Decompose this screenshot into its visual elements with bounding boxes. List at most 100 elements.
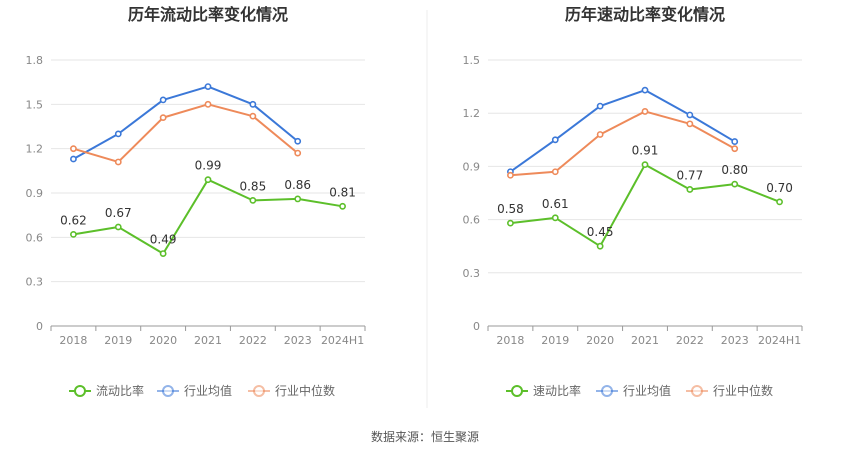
data-point <box>551 136 559 144</box>
data-point <box>249 100 257 108</box>
data-point <box>159 250 167 257</box>
data-point <box>159 114 167 122</box>
series-line-3 <box>510 110 736 177</box>
data-point <box>114 158 122 166</box>
data-point <box>596 242 604 250</box>
data-point <box>686 111 694 119</box>
y-tick-label: 1.2 <box>463 107 481 120</box>
legend-swatch-marker <box>601 385 613 397</box>
data-point <box>204 100 212 108</box>
data-point <box>294 149 302 157</box>
data-point <box>641 86 649 94</box>
source-note: 数据来源：恒生聚源 <box>371 429 479 444</box>
legend-item[interactable]: 行业中位数 <box>248 383 335 398</box>
y-tick-label: 0.9 <box>26 187 44 200</box>
data-point <box>641 108 649 115</box>
data-label: 0.91 <box>632 144 659 158</box>
data-point <box>204 176 212 184</box>
x-tick-label: 2021 <box>194 334 222 347</box>
legend-swatch-marker <box>162 385 174 397</box>
chart-title: 历年速动比率变化情况 <box>565 5 725 24</box>
legend-label: 行业均值 <box>623 383 671 398</box>
data-point <box>776 198 783 206</box>
data-label: 0.62 <box>60 213 87 227</box>
x-tick-label: 2022 <box>239 334 267 347</box>
data-point <box>551 168 559 176</box>
y-tick-label: 0.3 <box>463 267 481 280</box>
data-point <box>339 202 346 210</box>
data-label: 0.99 <box>195 159 222 173</box>
data-point <box>70 230 77 238</box>
data-point <box>204 83 212 90</box>
data-label: 0.85 <box>239 179 266 193</box>
data-label: 0.70 <box>766 181 793 195</box>
data-point <box>731 180 739 188</box>
legend-item[interactable]: 行业均值 <box>157 383 232 398</box>
series-line-2 <box>509 89 736 173</box>
data-point <box>294 137 302 145</box>
data-point <box>686 120 694 128</box>
data-point <box>249 196 257 204</box>
data-label: 0.86 <box>284 178 311 192</box>
data-point <box>159 96 167 104</box>
y-tick-label: 0.3 <box>26 276 44 289</box>
x-tick-label: 2023 <box>284 334 312 347</box>
x-tick-label: 2024H1 <box>321 334 364 347</box>
data-point <box>507 171 514 179</box>
data-label: 0.45 <box>587 225 614 239</box>
data-point <box>70 155 77 163</box>
data-point <box>596 131 604 138</box>
y-tick-label: 0.6 <box>463 214 481 227</box>
y-tick-label: 1.2 <box>26 143 44 156</box>
data-point <box>114 223 122 231</box>
y-tick-label: 1.5 <box>463 54 481 67</box>
x-tick-label: 2019 <box>541 334 569 347</box>
data-point <box>114 130 122 138</box>
legend-label: 流动比率 <box>96 383 144 398</box>
y-tick-label: 0.6 <box>26 231 44 244</box>
data-label: 0.81 <box>329 185 356 199</box>
data-label: 0.58 <box>497 202 524 216</box>
data-point <box>596 102 604 110</box>
legend-label: 行业中位数 <box>713 383 773 398</box>
data-label: 0.77 <box>676 168 703 182</box>
legend-item[interactable]: 行业均值 <box>596 383 671 398</box>
data-label: 0.61 <box>542 197 569 211</box>
data-label: 0.67 <box>105 206 132 220</box>
x-tick-label: 2020 <box>586 334 614 347</box>
x-tick-label: 2022 <box>676 334 704 347</box>
legend-label: 速动比率 <box>533 383 581 398</box>
chart-panel-1: 历年流动比率变化情况 0 0.3 0.6 0.9 1.2 1.5 1.8 2018 2019 202… <box>26 5 366 398</box>
data-point <box>507 219 514 227</box>
data-point <box>731 138 739 145</box>
legend-label: 行业均值 <box>184 383 232 398</box>
y-tick-label: 0.9 <box>463 160 481 173</box>
legend-item[interactable]: 行业中位数 <box>686 383 773 398</box>
x-tick-label: 2018 <box>59 334 87 347</box>
legend-swatch-marker <box>511 385 523 397</box>
data-point <box>70 145 77 153</box>
x-tick-label: 2018 <box>496 334 524 347</box>
data-point <box>641 161 649 169</box>
series-line-3 <box>73 103 299 163</box>
chart-title: 历年流动比率变化情况 <box>128 5 288 24</box>
x-tick-label: 2019 <box>104 334 132 347</box>
y-tick-label: 1.5 <box>26 98 44 111</box>
y-tick-label: 1.8 <box>26 54 44 67</box>
x-tick-label: 2021 <box>631 334 659 347</box>
legend-swatch-marker <box>691 385 703 397</box>
legend-item[interactable]: 速动比率 <box>506 383 581 398</box>
y-tick-label: 0 <box>36 320 43 333</box>
legend-swatch-marker <box>74 385 86 397</box>
data-label: 0.80 <box>721 163 748 177</box>
legend-item[interactable]: 流动比率 <box>69 383 144 398</box>
data-label: 0.49 <box>150 233 177 247</box>
chart-panel-2: 历年速动比率变化情况 0 0.3 0.6 0.9 1.2 1.5 2018 2019 2020 20… <box>463 5 803 398</box>
data-point <box>686 186 694 193</box>
series-line-2 <box>72 85 299 160</box>
x-tick-label: 2024H1 <box>758 334 801 347</box>
data-point <box>294 195 302 203</box>
data-point <box>249 112 257 120</box>
